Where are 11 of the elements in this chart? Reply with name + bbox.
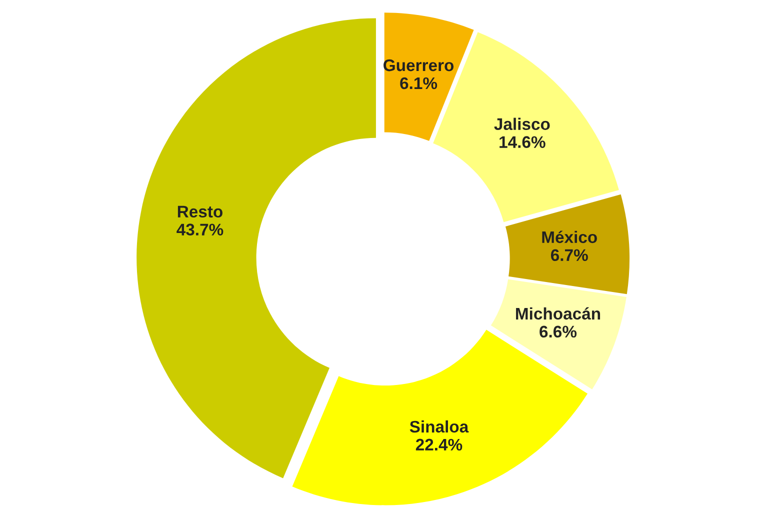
data-label: 6.1% [400,77,438,90]
data-label: 43.7% [176,224,224,236]
slice-label: México [542,230,597,244]
data-label: 22.4% [416,438,462,451]
data-label: 6.6% [540,326,577,338]
slice-label: Sinaloa [410,420,469,433]
slice-label: Jalisco [494,118,550,130]
data-label: 14.6% [500,136,546,148]
data-label: 6.7% [550,249,588,262]
slice-label: Resto [178,206,222,218]
slice-label: Michoacán [516,307,600,320]
